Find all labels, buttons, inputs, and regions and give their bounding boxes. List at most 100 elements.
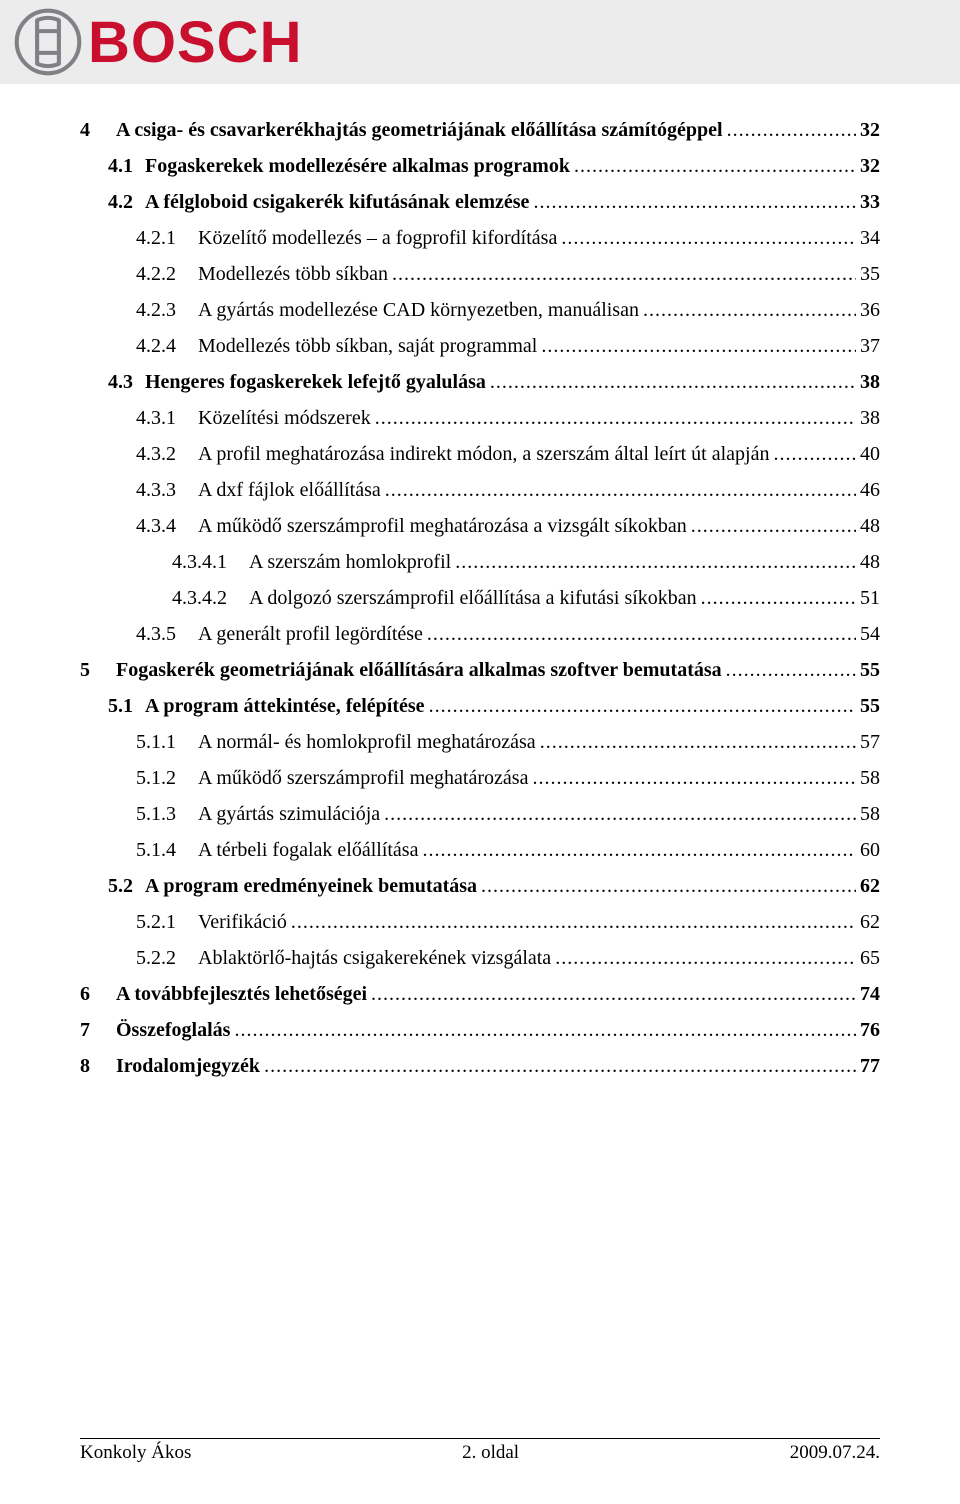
toc-leader: [561, 222, 856, 255]
toc-title: A normál- és homlokprofil meghatározása: [198, 726, 536, 759]
toc-page-number: 46: [860, 474, 880, 507]
toc-leader: [234, 1014, 856, 1047]
toc-number: 4.3.3: [136, 474, 176, 507]
toc-number: 5.1.4: [136, 834, 176, 867]
toc-entry: 4.2.1Közelítő modellezés – a fogprofil k…: [80, 222, 880, 255]
toc-title: Modellezés több síkban, saját programmal: [198, 330, 537, 363]
toc-number: 5.1.1: [136, 726, 176, 759]
toc-title: A működő szerszámprofil meghatározása: [198, 762, 528, 795]
toc-title: A továbbfejlesztés lehetőségei: [116, 978, 367, 1011]
toc-title: Irodalomjegyzék: [116, 1050, 260, 1083]
toc-number: 4.3.4.1: [172, 546, 227, 579]
toc-entry: 4.3 Hengeres fogaskerekek lefejtő gyalulá…: [80, 366, 880, 399]
toc-leader: [533, 186, 856, 219]
toc-entry: 5.1.4 A térbeli fogalak előállítása 60: [80, 834, 880, 867]
toc-page-number: 32: [860, 150, 880, 183]
toc-leader: [701, 582, 856, 615]
toc-page-number: 36: [860, 294, 880, 327]
toc-entry: 4.2.2Modellezés több síkban35: [80, 258, 880, 291]
toc-title: A csiga- és csavarkerékhajtás geometriáj…: [116, 114, 723, 147]
toc-entry: 5.1.1 A normál- és homlokprofil meghatáro…: [80, 726, 880, 759]
toc-leader: [540, 726, 856, 759]
toc-title: A térbeli fogalak előállítása: [198, 834, 418, 867]
toc-number: 5.1.2: [136, 762, 176, 795]
toc-entry: 8Irodalomjegyzék77: [80, 1050, 880, 1083]
toc-page-number: 51: [860, 582, 880, 615]
toc-title: Összefoglalás: [116, 1014, 230, 1047]
toc-number: 4.2.2: [136, 258, 176, 291]
toc-title: Hengeres fogaskerekek lefejtő gyalulása: [145, 366, 486, 399]
toc-leader: [291, 906, 856, 939]
toc-page-number: 77: [860, 1050, 880, 1083]
toc-number: 4.2.1: [136, 222, 176, 255]
toc-page-number: 55: [860, 690, 880, 723]
toc-title: Fogaskerék geometriájának előállítására …: [116, 654, 722, 687]
toc-number: 4.3.5: [136, 618, 176, 651]
toc-title: A dxf fájlok előállítása: [198, 474, 381, 507]
bosch-armature-icon: [14, 8, 82, 76]
toc-page-number: 38: [860, 366, 880, 399]
toc-leader: [422, 834, 856, 867]
toc-page-number: 33: [860, 186, 880, 219]
toc-number: 4.3: [108, 366, 133, 399]
toc-entry: 5.2.1 Verifikáció 62: [80, 906, 880, 939]
toc-number: 5: [80, 654, 90, 687]
toc-entry: 4.1 Fogaskerekek modellezésére alkalmas p…: [80, 150, 880, 183]
toc-title: Közelítési módszerek: [198, 402, 371, 435]
toc-title: Modellezés több síkban: [198, 258, 388, 291]
toc-leader: [532, 762, 856, 795]
toc-leader: [427, 618, 856, 651]
toc-leader: [392, 258, 856, 291]
footer-author: Konkoly Ákos: [80, 1442, 191, 1464]
toc-leader: [727, 114, 856, 147]
toc-number: 4.1: [108, 150, 133, 183]
bosch-wordmark: BOSCH: [88, 9, 302, 76]
toc-number: 4.3.1: [136, 402, 176, 435]
toc-container: 4 A csiga- és csavarkerékhajtás geometriá…: [0, 84, 960, 1083]
toc-title: Verifikáció: [198, 906, 287, 939]
toc-page-number: 54: [860, 618, 880, 651]
toc-title: Fogaskerekek modellezésére alkalmas prog…: [145, 150, 570, 183]
toc-title: A gyártás szimulációja: [198, 798, 380, 831]
footer-date: 2009.07.24.: [790, 1442, 880, 1464]
toc-page-number: 48: [860, 510, 880, 543]
toc-page-number: 38: [860, 402, 880, 435]
toc-leader: [541, 330, 856, 363]
toc-number: 4: [80, 114, 90, 147]
toc-number: 5.1: [108, 690, 133, 723]
toc-title: A dolgozó szerszámprofil előállítása a k…: [249, 582, 697, 615]
toc-page-number: 62: [860, 906, 880, 939]
toc-leader: [555, 942, 856, 975]
toc-title: A profil meghatározása indirekt módon, a…: [198, 438, 769, 471]
toc-title: A program eredményeinek bemutatása: [145, 870, 477, 903]
toc-page-number: 74: [860, 978, 880, 1011]
toc-leader: [691, 510, 856, 543]
toc-entry: 5 Fogaskerék geometriájának előállítására…: [80, 654, 880, 687]
toc-number: 5.2.2: [136, 942, 176, 975]
toc-title: A gyártás modellezése CAD környezetben, …: [198, 294, 639, 327]
toc-entry: 4.3.4.2A dolgozó szerszámprofil előállít…: [80, 582, 880, 615]
toc-number: 4.3.4: [136, 510, 176, 543]
toc-page-number: 34: [860, 222, 880, 255]
toc-number: 4.2.3: [136, 294, 176, 327]
toc-entry: 6A továbbfejlesztés lehetőségei74: [80, 978, 880, 1011]
toc-number: 4.3.2: [136, 438, 176, 471]
toc-page-number: 58: [860, 762, 880, 795]
toc-page-number: 37: [860, 330, 880, 363]
toc-leader: [429, 690, 856, 723]
toc-leader: [726, 654, 856, 687]
toc-number: 5.2.1: [136, 906, 176, 939]
toc-page-number: 62: [860, 870, 880, 903]
toc-leader: [375, 402, 856, 435]
toc-title: A program áttekintése, felépítése: [145, 690, 425, 723]
toc-entry: 4.3.4A működő szerszámprofil meghatározá…: [80, 510, 880, 543]
toc-number: 4.2: [108, 186, 133, 219]
toc-page-number: 60: [860, 834, 880, 867]
toc-title: A generált profil legördítése: [198, 618, 423, 651]
toc-page-number: 76: [860, 1014, 880, 1047]
toc-leader: [455, 546, 856, 579]
toc-page-number: 65: [860, 942, 880, 975]
toc-entry: 7Összefoglalás76: [80, 1014, 880, 1047]
toc-entry: 4.3.4.1A szerszám homlokprofil48: [80, 546, 880, 579]
toc-entry: 5.2A program eredményeinek bemutatása62: [80, 870, 880, 903]
